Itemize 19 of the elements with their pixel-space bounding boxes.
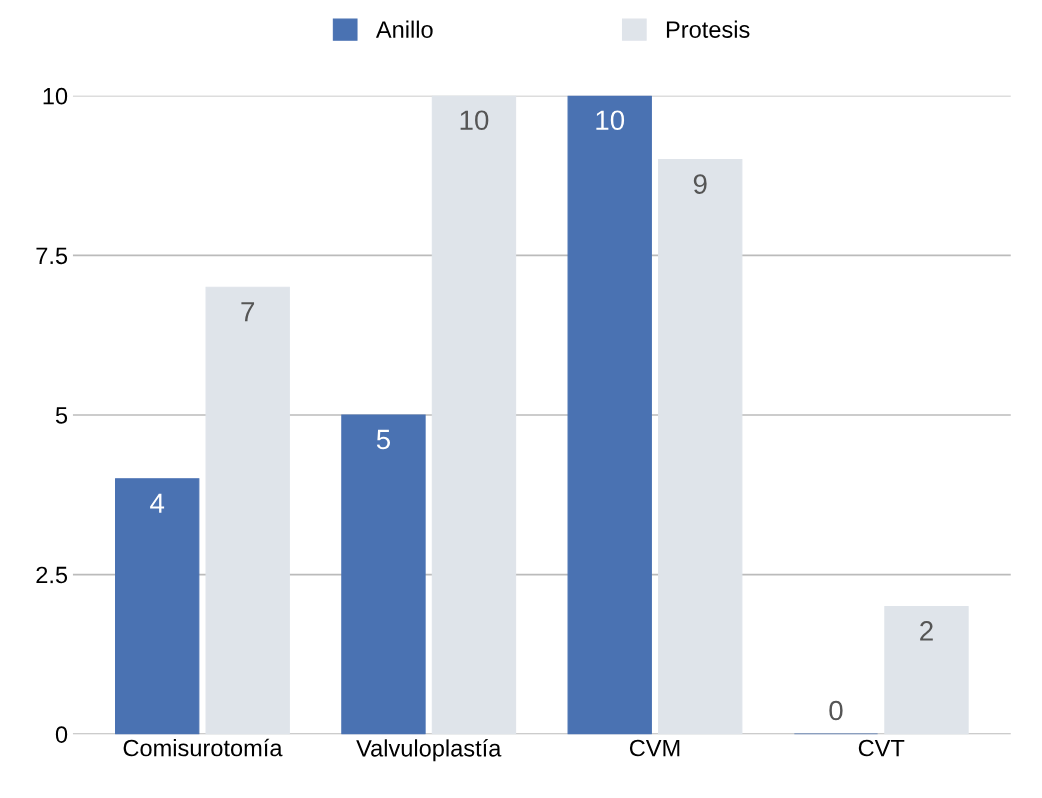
legend-label: Anillo bbox=[375, 20, 433, 38]
x-tick-label: Valvuloplastía bbox=[356, 739, 502, 762]
data-label: 4 bbox=[150, 493, 165, 513]
y-tick-label: 2.5 bbox=[36, 566, 68, 584]
y-tick-label: 10 bbox=[43, 87, 68, 105]
y-tick-label: 0 bbox=[55, 726, 68, 743]
data-label: 2 bbox=[920, 621, 933, 641]
x-tick-label: CVT bbox=[858, 739, 905, 757]
data-label: 10 bbox=[596, 110, 625, 131]
data-label: 5 bbox=[376, 429, 391, 450]
data-label: 0 bbox=[829, 700, 843, 721]
y-tick-label: 5 bbox=[55, 407, 68, 424]
data-label: 7 bbox=[241, 302, 255, 322]
x-tick-label: CVM bbox=[629, 739, 680, 757]
data-label: 9 bbox=[693, 174, 707, 194]
legend-label: Protesis bbox=[666, 20, 750, 38]
x-tick-label: Comisurotomía bbox=[123, 738, 283, 757]
data-label: 10 bbox=[460, 110, 489, 131]
y-tick-label: 7.5 bbox=[36, 247, 68, 265]
